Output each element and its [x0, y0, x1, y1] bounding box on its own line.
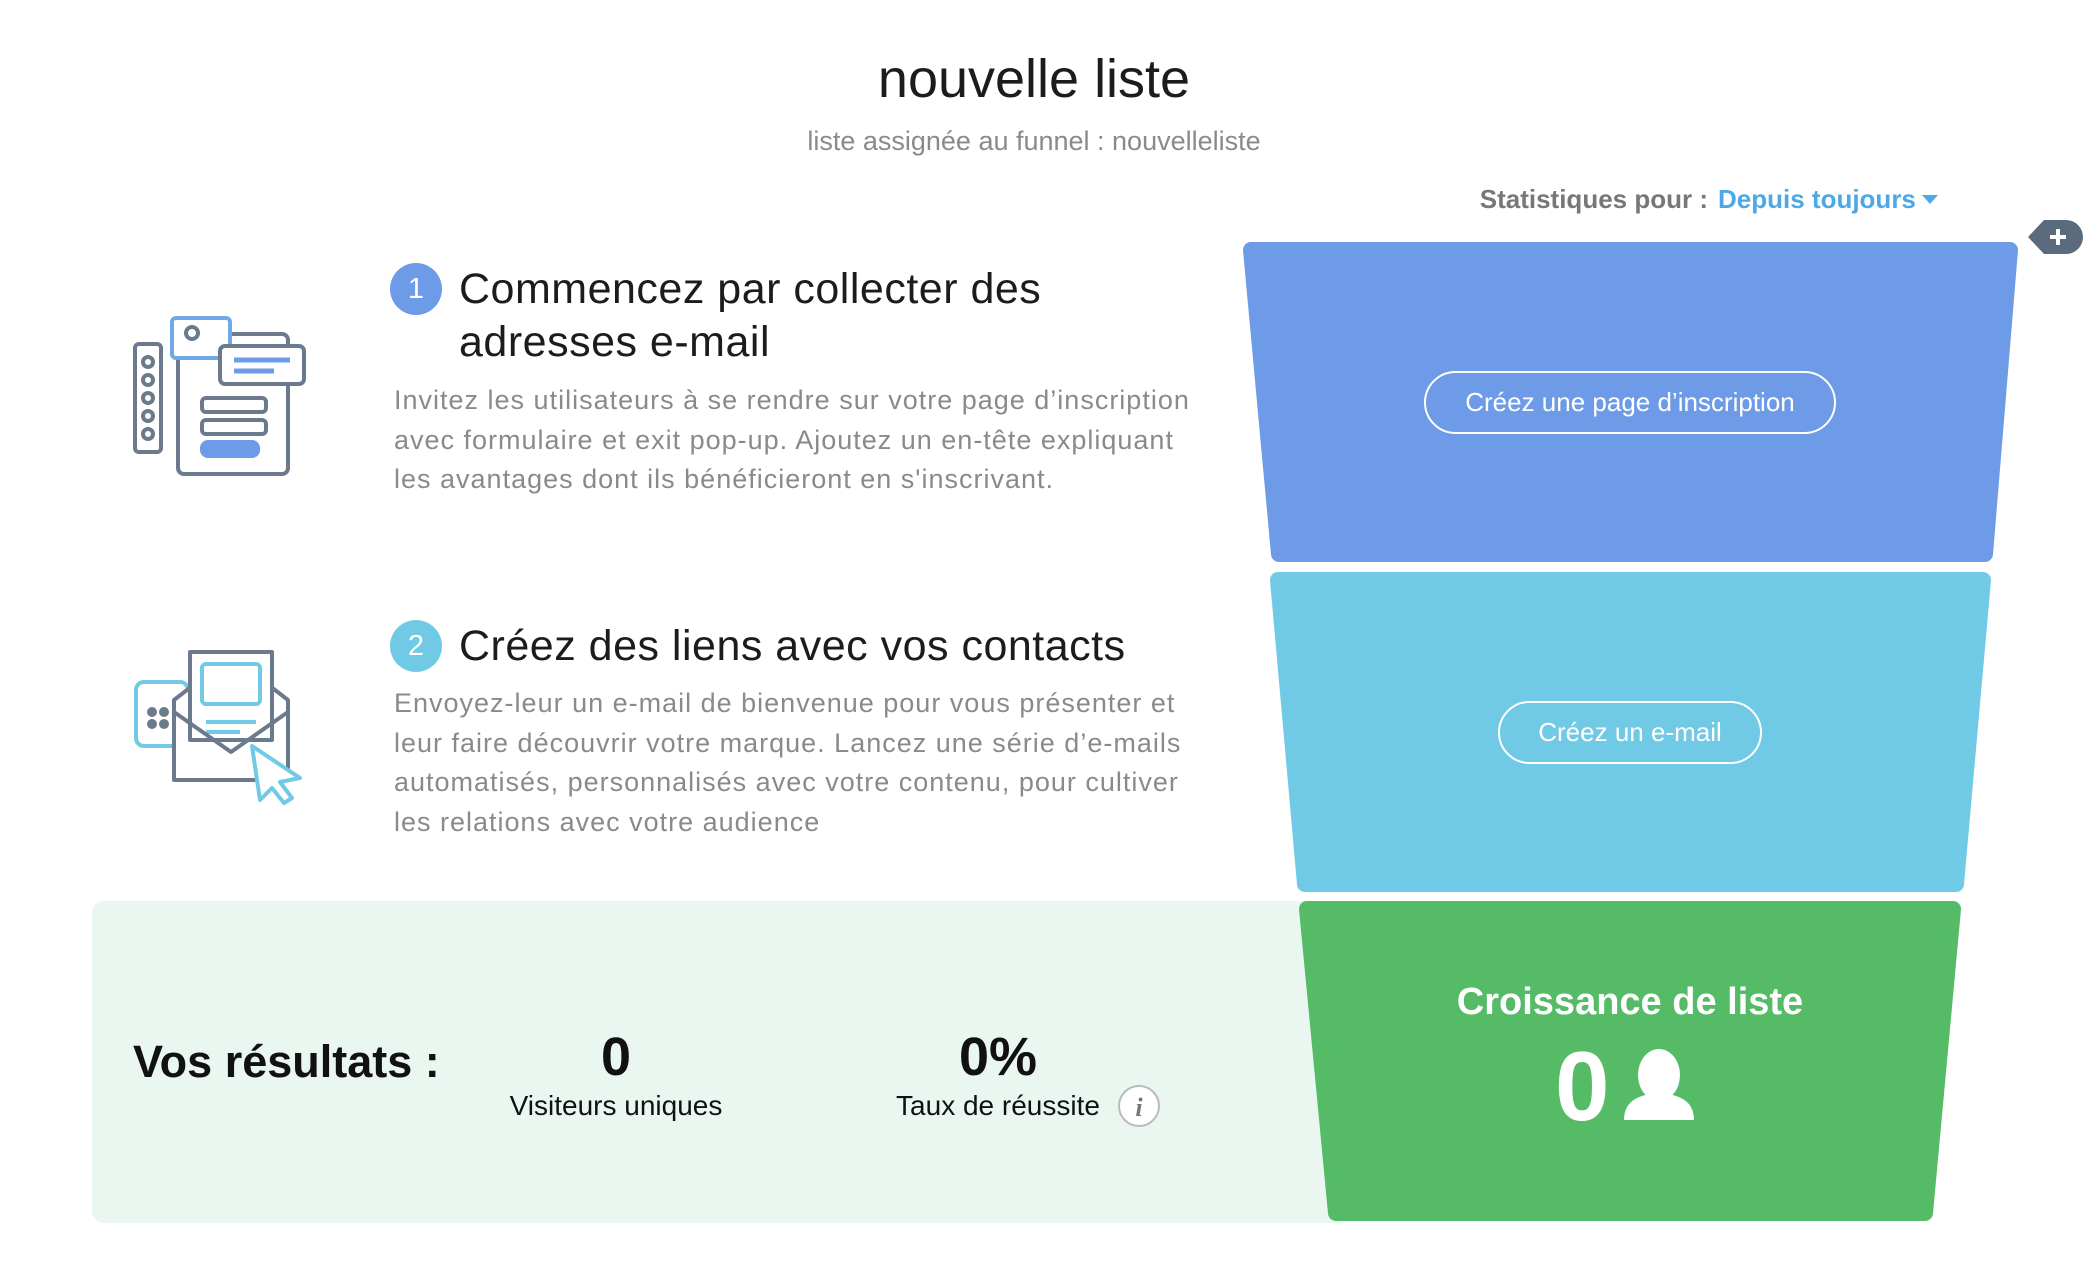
funnel-stage-3: [1299, 901, 1961, 1221]
stats-label: Statistiques pour :: [1479, 184, 1708, 214]
step-title: Commencez par collecter des adresses e-m…: [459, 265, 1042, 366]
step-number: 2: [390, 620, 442, 672]
email-icon: [134, 650, 302, 805]
results-panel: [92, 901, 1352, 1223]
page-title: nouvelle liste: [877, 49, 1191, 109]
funnel-stage-2: [1270, 572, 1991, 892]
step-title: Créez des liens avec vos contacts: [459, 622, 1126, 670]
period-dropdown[interactable]: Depuis toujours: [1718, 184, 1916, 214]
info-icon[interactable]: i: [1118, 1085, 1160, 1127]
page-subtitle: liste assignée au funnel : nouvelleliste: [807, 126, 1261, 156]
step-number: 1: [390, 263, 442, 315]
metric-value: 0%: [958, 1027, 1038, 1087]
create-page-button[interactable]: Créez une page d’inscription: [1424, 371, 1836, 434]
step-text: Envoyez-leur un e-mail de bienvenue pour…: [394, 688, 1182, 837]
metric-label: Taux de réussite: [896, 1090, 1100, 1121]
create-email-button[interactable]: Créez un e-mail: [1498, 701, 1762, 764]
step-text: Invitez les utilisateurs à se rendre sur…: [394, 385, 1190, 494]
person-icon: [1624, 1049, 1694, 1120]
funnel-stage-1: [1243, 242, 2018, 562]
growth-title: Croissance de liste: [1456, 981, 1804, 1023]
growth-value: 0: [1555, 1031, 1610, 1141]
metric-label: Visiteurs uniques: [509, 1090, 723, 1121]
results-label: Vos résultats :: [133, 1036, 440, 1087]
form-icon: [133, 316, 306, 476]
add-button[interactable]: [2028, 220, 2083, 254]
svg-text:i: i: [1135, 1093, 1143, 1122]
dropdown-caret[interactable]: [1922, 195, 1938, 204]
metric-value: 0: [600, 1027, 632, 1087]
